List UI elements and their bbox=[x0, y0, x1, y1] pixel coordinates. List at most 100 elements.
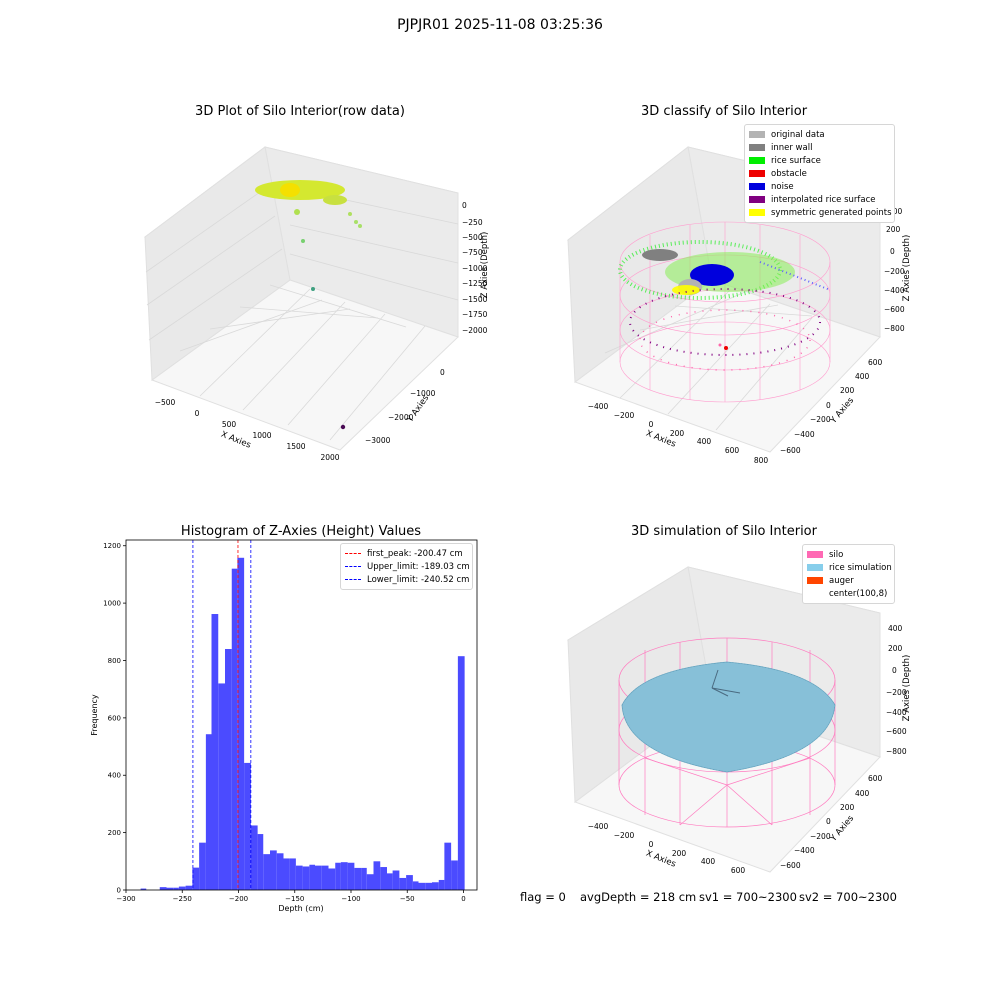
raw-3d-plot: −500 0 500 1000 1500 2000 0 −1000 −2000 … bbox=[143, 146, 490, 462]
raw-xtick: 1500 bbox=[286, 442, 305, 451]
histogram-bar bbox=[159, 887, 167, 890]
classify-xtick: 600 bbox=[725, 446, 740, 455]
raw-plot-title: 3D Plot of Silo Interior(row data) bbox=[195, 104, 405, 119]
sim-xtick: 600 bbox=[731, 866, 746, 875]
sim-ztick: −800 bbox=[886, 747, 907, 756]
histogram-bar bbox=[335, 862, 341, 890]
raw-xtick: 500 bbox=[222, 420, 237, 429]
histogram-ytick-label: 400 bbox=[108, 772, 121, 780]
histogram-bar bbox=[412, 881, 419, 890]
classify-ztick: −400 bbox=[884, 286, 905, 295]
sim-ytick: 400 bbox=[855, 789, 870, 798]
sim-xtick: 0 bbox=[649, 840, 654, 849]
histogram-bar bbox=[295, 865, 303, 890]
raw-ztick: −750 bbox=[462, 248, 483, 257]
raw-ztick: −1000 bbox=[462, 264, 488, 273]
classify-ztick: 400 bbox=[888, 207, 903, 216]
legend-swatch bbox=[749, 157, 765, 164]
classify-ztick: 200 bbox=[886, 225, 901, 234]
classify-legend: original data inner wall rice surface ob… bbox=[744, 124, 895, 223]
raw-ztick: 0 bbox=[462, 201, 467, 210]
histogram-bar bbox=[218, 683, 225, 890]
histogram-legend: first_peak: -200.47 cm Upper_limit: -189… bbox=[340, 543, 473, 590]
legend-item: silo bbox=[807, 548, 890, 561]
histogram-bar bbox=[166, 887, 174, 890]
classify-ytick: 400 bbox=[855, 372, 870, 381]
legend-swatch bbox=[807, 577, 823, 584]
histogram-bar bbox=[366, 874, 374, 890]
raw-ytick: 0 bbox=[440, 368, 445, 377]
histogram-bar bbox=[444, 842, 452, 890]
histogram-bar bbox=[457, 656, 465, 890]
histogram-bar bbox=[399, 877, 407, 890]
flag-status: flag = 0 bbox=[520, 890, 566, 904]
histogram-bar bbox=[263, 854, 270, 890]
histogram-ytick-label: 0 bbox=[117, 887, 121, 895]
histogram-ytick-label: 600 bbox=[108, 714, 121, 722]
classify-zlabel: Z Axies (Depth) bbox=[902, 235, 912, 302]
classify-xtick: 200 bbox=[670, 429, 685, 438]
legend-item: interpolated rice surface bbox=[749, 193, 890, 206]
classify-xtick: 400 bbox=[697, 437, 712, 446]
classify-ytick: −400 bbox=[794, 430, 815, 439]
sim-ytick: 0 bbox=[826, 817, 831, 826]
legend-swatch bbox=[749, 144, 765, 151]
sim-ytick: −200 bbox=[810, 832, 831, 841]
legend-swatch bbox=[749, 183, 765, 190]
classify-ytick: 600 bbox=[868, 358, 883, 367]
legend-item: obstacle bbox=[749, 167, 890, 180]
raw-ztick: −250 bbox=[462, 218, 483, 227]
legend-item: original data bbox=[749, 128, 890, 141]
classify-xtick: 0 bbox=[649, 420, 654, 429]
sim-ztick: 0 bbox=[892, 666, 897, 675]
raw-3d-points bbox=[255, 180, 362, 430]
figure-title: PJPJR01 2025-11-08 03:25:36 bbox=[397, 17, 603, 33]
classify-ylabel: Y Axies bbox=[828, 395, 856, 426]
histogram-bar bbox=[283, 858, 290, 890]
histogram-frame bbox=[125, 539, 478, 891]
legend-swatch bbox=[749, 196, 765, 203]
raw-3d-grid bbox=[145, 184, 459, 441]
histogram-title: Histogram of Z-Axies (Height) Values bbox=[180, 524, 422, 539]
histogram-bar bbox=[270, 850, 277, 890]
legend-swatch bbox=[749, 170, 765, 177]
legend-item: Lower_limit: -240.52 cm bbox=[345, 573, 469, 586]
histogram-bar bbox=[276, 853, 284, 890]
histogram-xtick-label: 0 bbox=[461, 895, 465, 903]
simulation-plot-title: 3D simulation of Silo Interior bbox=[631, 524, 817, 539]
classify-ztick: −600 bbox=[884, 305, 905, 314]
legend-item: symmetric generated points bbox=[749, 206, 892, 219]
legend-item: first_peak: -200.47 cm bbox=[345, 547, 468, 560]
sim-xtick: −400 bbox=[588, 822, 609, 831]
raw-point-outlier bbox=[340, 424, 346, 430]
classify-ytick: −200 bbox=[810, 415, 831, 424]
sim-ztick: −200 bbox=[886, 688, 907, 697]
histogram-bar bbox=[205, 734, 212, 890]
raw-ztick: −1250 bbox=[462, 279, 488, 288]
noise-cluster bbox=[690, 264, 734, 286]
histogram-bar bbox=[185, 885, 193, 890]
histogram-xtick-label: −100 bbox=[341, 895, 360, 903]
sv1-status: sv1 = 700~2300 bbox=[699, 890, 797, 904]
histogram-xtick-label: −50 bbox=[400, 895, 415, 903]
histogram-bar bbox=[211, 614, 219, 890]
legend-swatch bbox=[807, 551, 823, 558]
histogram-ytick-label: 200 bbox=[108, 829, 121, 837]
sim-xtick: 400 bbox=[701, 857, 716, 866]
histogram-ytick-label: 800 bbox=[108, 657, 121, 665]
histogram-bar bbox=[140, 888, 147, 890]
histogram-bar bbox=[250, 825, 258, 890]
classify-xtick: −200 bbox=[614, 411, 635, 420]
histogram-bar bbox=[392, 870, 400, 890]
histogram-bar bbox=[302, 866, 310, 890]
raw-point-outlier bbox=[301, 239, 305, 243]
legend-item: Upper_limit: -189.03 cm bbox=[345, 560, 470, 573]
legend-item: center(100,8) bbox=[807, 587, 890, 600]
classify-ztick: −800 bbox=[884, 324, 905, 333]
histogram-bar bbox=[354, 867, 362, 890]
sim-ytick: −400 bbox=[794, 846, 815, 855]
legend-swatch bbox=[749, 131, 765, 138]
raw-zlabel: Z Axies (Depth) bbox=[480, 232, 490, 299]
legend-item: noise bbox=[749, 180, 890, 193]
classify-ztick: 0 bbox=[890, 247, 895, 256]
